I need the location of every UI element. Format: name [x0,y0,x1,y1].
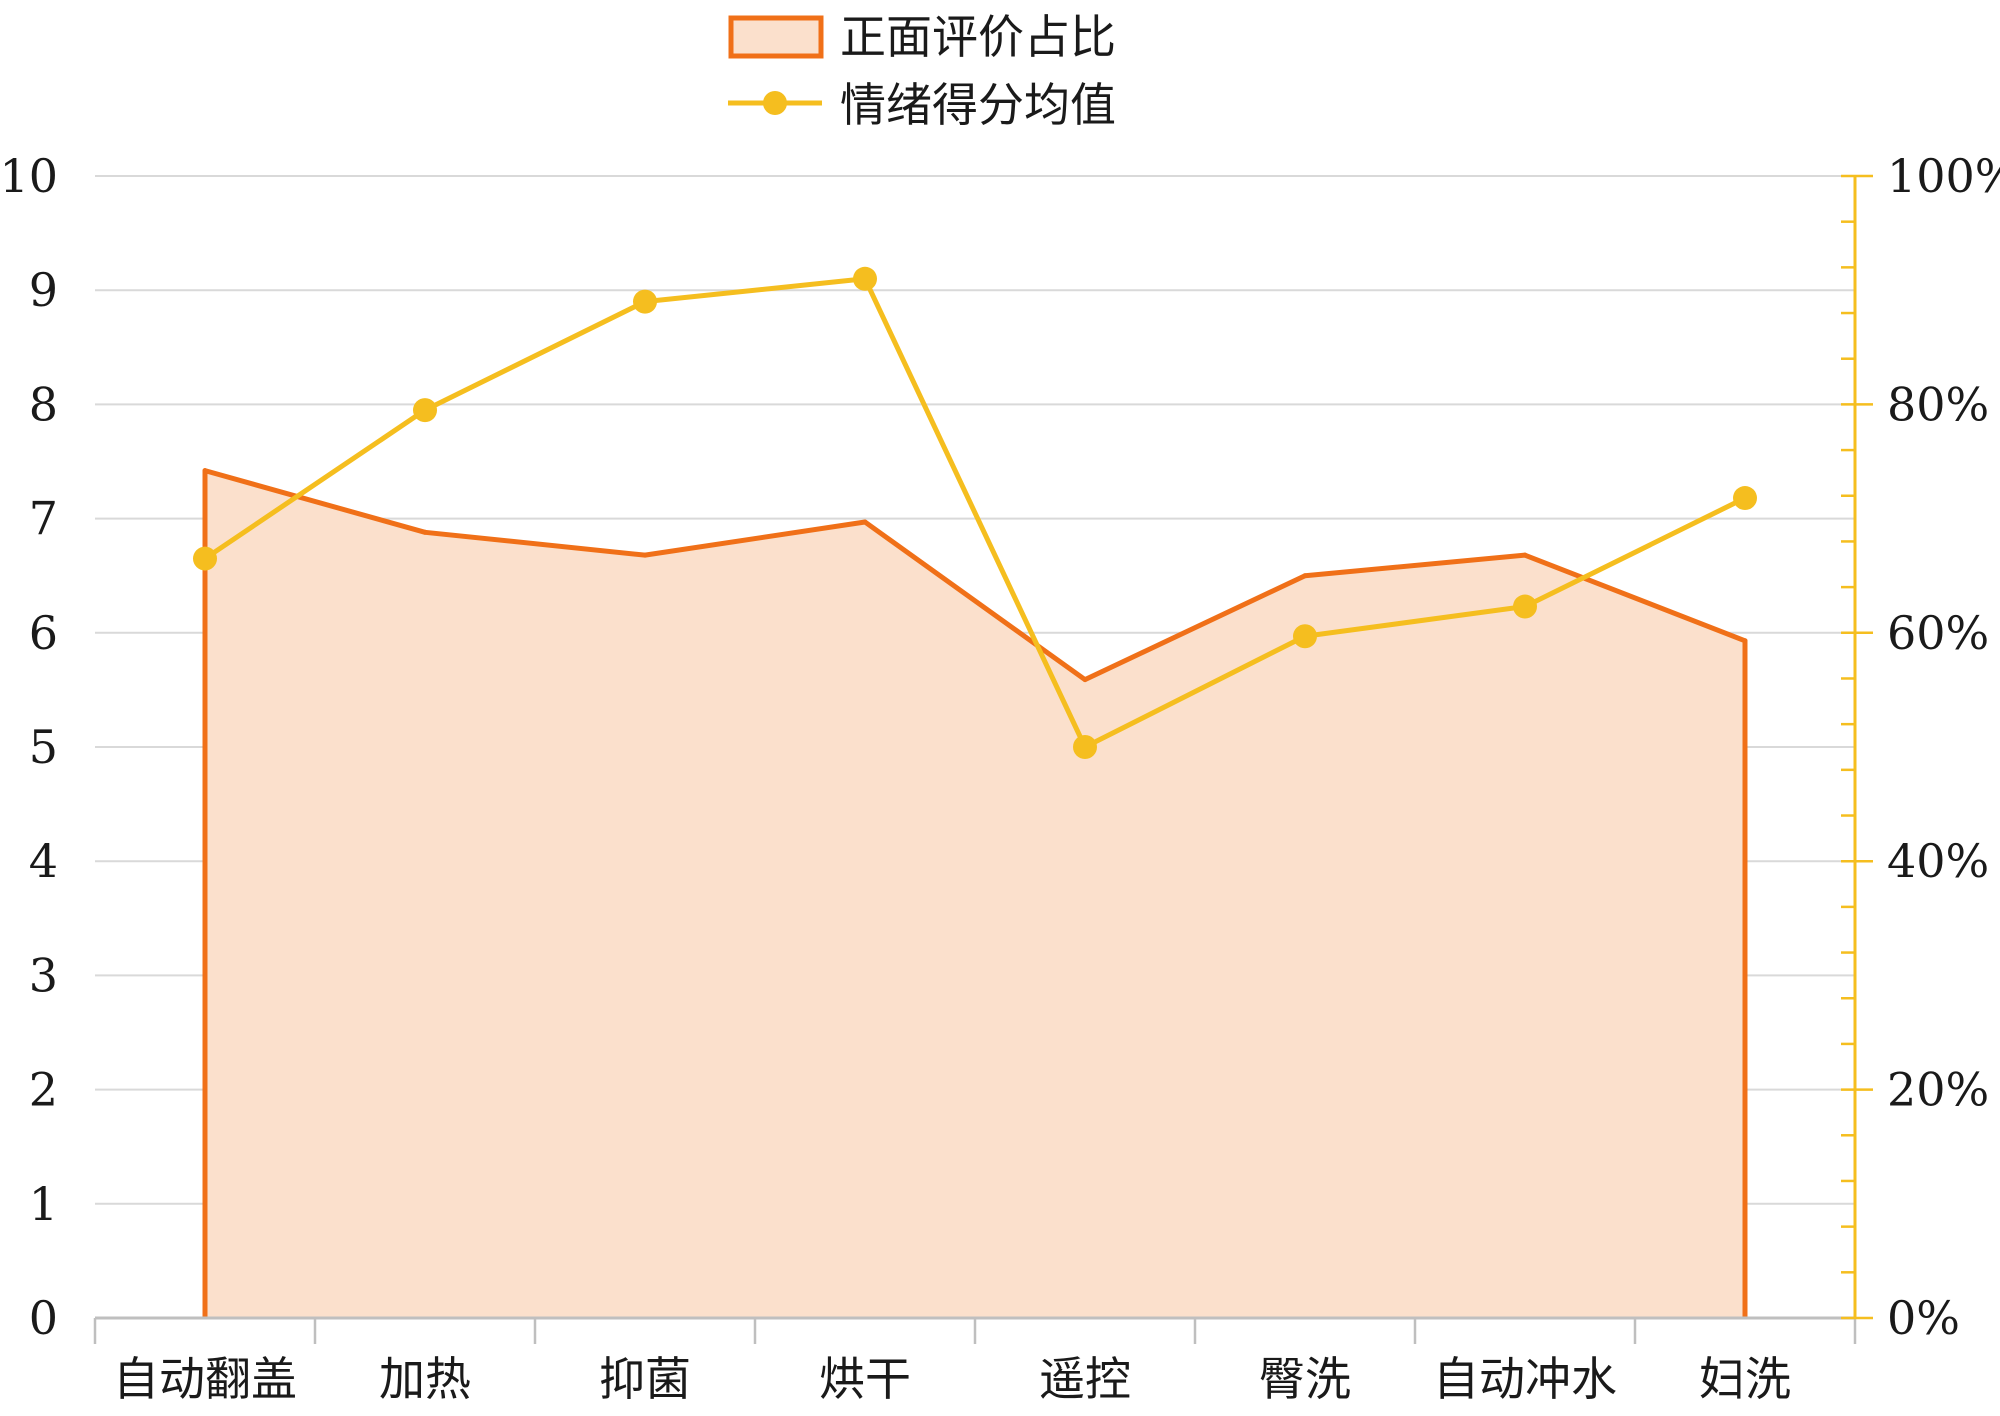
x-tick-label: 自动翻盖 [113,1352,297,1406]
y-left-tick-label: 5 [29,720,58,774]
area-point [1522,552,1528,558]
line-point [1733,486,1757,511]
y-left-tick-label: 8 [29,377,58,431]
legend-area-label: 正面评价占比 [840,10,1116,64]
y-left-tick-label: 1 [29,1177,58,1231]
x-axis: 自动翻盖 加热 抑菌 烘干 遥控 臀洗 自动冲水 妇洗 [93,1316,1857,1406]
y-left-tick-label: 6 [29,606,58,660]
line-point [193,546,217,571]
area-point [1082,677,1088,683]
line-point [633,289,657,314]
area-point [1302,573,1308,579]
line-series [193,266,1757,759]
x-tick-label: 妇洗 [1699,1352,1791,1406]
y-right-tick-label: 100% [1887,149,2000,203]
x-tick-label: 臀洗 [1259,1352,1351,1406]
area-point [422,529,428,535]
y-left-tick-label: 0 [29,1291,58,1345]
legend-line-label: 情绪得分均值 [840,78,1116,132]
x-tick-label: 烘干 [819,1352,911,1406]
y-right-tick-label: 60% [1887,606,1989,660]
x-tick-label: 遥控 [1039,1352,1131,1406]
line-point [413,398,437,423]
y-right-tick-label: 80% [1887,377,1989,431]
legend-area-swatch [728,15,824,59]
area-series [202,468,1748,1318]
y-axis-right: 0% 20% 40% 60% 80% 100% [1841,149,2000,1345]
line-point [1073,735,1097,759]
legend: 正面评价占比 情绪得分均值 [728,10,1116,132]
area-point [1742,638,1748,644]
y-left-tick-label: 4 [29,834,58,888]
line-point [1293,624,1317,649]
area-outline [202,468,1748,1318]
y-left-tick-label: 10 [0,149,58,203]
y-left-tick-label: 9 [29,263,58,317]
y-axis-left: 0 1 2 3 4 5 6 7 8 9 10 [0,149,58,1345]
x-tick-label: 加热 [379,1352,471,1406]
y-right-tick-label: 0% [1887,1291,1960,1345]
line-point [1513,594,1537,619]
y-right-tick-label: 20% [1887,1063,1989,1117]
y-left-tick-label: 3 [29,948,58,1002]
line-path [203,276,1747,750]
area-point [862,519,868,525]
area-fill [205,470,1745,1318]
x-tick-label: 抑菌 [599,1352,691,1406]
y-left-tick-label: 2 [29,1063,58,1117]
line-point [853,266,877,291]
legend-line-marker [763,91,787,115]
y-right-tick-label: 40% [1887,834,1989,888]
y-left-tick-label: 7 [29,492,58,546]
area-point [642,552,648,558]
x-tick-label: 自动冲水 [1433,1352,1617,1406]
area-point [202,468,208,474]
